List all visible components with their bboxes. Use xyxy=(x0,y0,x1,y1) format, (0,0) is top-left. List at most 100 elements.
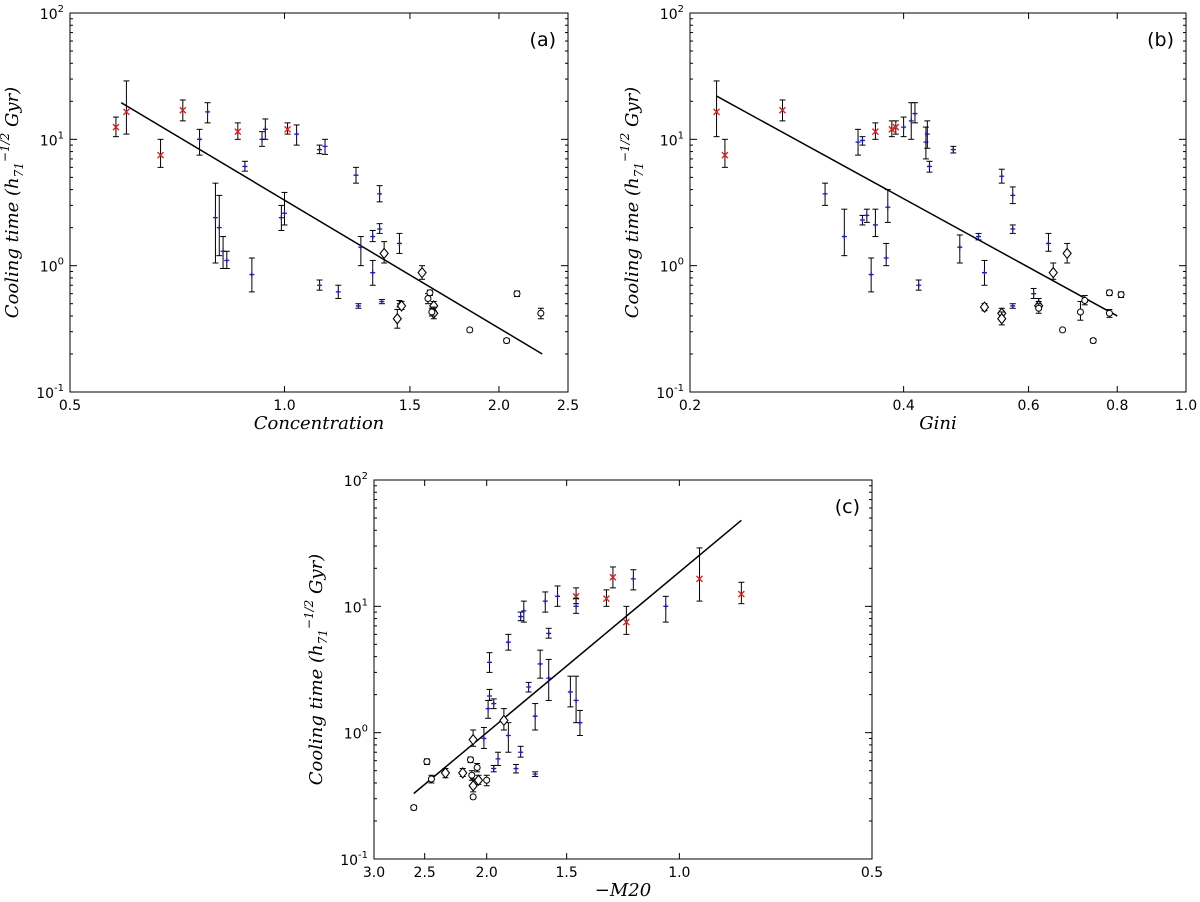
data-point-+ xyxy=(216,194,223,257)
data-point-+ xyxy=(883,242,890,267)
data-point-+ xyxy=(855,128,862,156)
diamond-marker xyxy=(440,767,451,779)
data-point-diamond xyxy=(979,301,990,313)
panel-label: (a) xyxy=(530,29,556,51)
plus-marker xyxy=(957,244,963,250)
data-point-+ xyxy=(956,234,963,264)
data-point-x xyxy=(112,116,120,138)
data-point-circle xyxy=(1105,308,1113,318)
plus-marker xyxy=(521,608,527,614)
data-point-diamond xyxy=(997,311,1007,326)
diamond-marker xyxy=(392,312,403,325)
data-point-+ xyxy=(293,124,300,146)
data-point-+ xyxy=(863,208,870,223)
data-point-+ xyxy=(220,236,227,269)
plus-marker xyxy=(224,257,230,263)
data-point-x xyxy=(602,589,610,607)
diamond-marker xyxy=(997,312,1007,325)
x-marker xyxy=(122,108,130,116)
data-point-+ xyxy=(554,585,561,607)
x-tick-label: 0.5 xyxy=(861,865,883,881)
data-point-+ xyxy=(1030,287,1037,299)
plus-marker xyxy=(630,576,636,582)
data-point-+ xyxy=(1009,224,1016,234)
plus-marker xyxy=(546,630,552,636)
panel-label: (b) xyxy=(1147,29,1174,51)
data-point-circle xyxy=(466,756,474,764)
data-point-+ xyxy=(520,600,527,623)
plus-marker xyxy=(868,272,874,278)
plus-marker xyxy=(353,172,359,178)
x-tick-label: 1.5 xyxy=(399,398,421,414)
data-point-x xyxy=(609,566,617,589)
plus-marker xyxy=(294,131,300,137)
x-tick-label: 2.0 xyxy=(488,398,510,414)
plus-marker xyxy=(485,706,491,712)
plus-marker xyxy=(491,701,497,707)
data-point-x xyxy=(179,99,187,122)
data-point-circle xyxy=(466,326,474,334)
data-point-+ xyxy=(357,236,364,267)
data-point-+ xyxy=(322,138,329,155)
x-tick-label: 1.5 xyxy=(556,865,578,881)
plus-marker xyxy=(864,212,870,218)
plus-marker xyxy=(537,661,543,667)
plus-marker xyxy=(358,244,364,250)
x-tick-label: 0.8 xyxy=(1106,398,1128,414)
plus-marker xyxy=(924,131,930,137)
x-marker xyxy=(157,151,165,159)
data-point-+ xyxy=(922,126,929,160)
data-point-diamond xyxy=(458,767,468,779)
plus-marker xyxy=(1010,303,1016,309)
data-point-+ xyxy=(545,658,552,701)
plus-marker xyxy=(872,222,878,228)
plus-marker xyxy=(518,749,524,755)
y-tick-label: 100 xyxy=(660,257,684,276)
x-marker xyxy=(737,590,745,598)
y-tick-label: 102 xyxy=(660,4,684,23)
data-point-+ xyxy=(998,168,1005,184)
x-tick-label: 2.5 xyxy=(414,865,436,881)
data-point-+ xyxy=(981,259,988,286)
plot-frame xyxy=(69,12,569,393)
diamond-marker xyxy=(499,714,509,727)
data-point-+ xyxy=(630,569,637,591)
data-point-+ xyxy=(241,160,248,172)
x-tick-label: 1.0 xyxy=(1175,398,1197,414)
diamond-marker xyxy=(379,247,389,260)
plus-marker xyxy=(335,289,341,295)
plus-marker xyxy=(377,191,383,197)
data-point-x xyxy=(157,138,165,168)
y-tick-label: 101 xyxy=(344,597,368,616)
circle-marker xyxy=(428,308,436,316)
fit-line xyxy=(120,102,543,355)
circle-marker xyxy=(1035,304,1043,312)
data-point-+ xyxy=(908,102,915,140)
data-point-x xyxy=(713,80,721,138)
plot-frame xyxy=(373,479,873,860)
plus-marker xyxy=(573,603,579,609)
data-point-diamond xyxy=(468,729,478,747)
x-marker xyxy=(622,618,630,626)
circle-marker xyxy=(466,326,474,334)
fit-line xyxy=(413,519,742,795)
data-point-x xyxy=(234,122,242,140)
data-point-+ xyxy=(924,120,931,149)
data-point-diamond xyxy=(417,265,427,280)
data-point-diamond xyxy=(379,241,389,264)
data-point-circle xyxy=(426,289,434,297)
data-point-+ xyxy=(1009,303,1016,309)
data-point-+ xyxy=(900,116,907,138)
plus-marker xyxy=(859,217,865,223)
data-point-circle xyxy=(1059,326,1067,334)
plus-marker xyxy=(212,215,218,221)
plus-marker xyxy=(546,675,552,681)
diamond-marker xyxy=(458,767,468,779)
data-point-diamond xyxy=(392,308,403,329)
plus-marker xyxy=(663,603,669,609)
data-point-x xyxy=(778,99,786,122)
x-tick-label: 1.0 xyxy=(273,398,295,414)
data-point-+ xyxy=(490,698,497,710)
circle-marker xyxy=(1117,291,1125,299)
